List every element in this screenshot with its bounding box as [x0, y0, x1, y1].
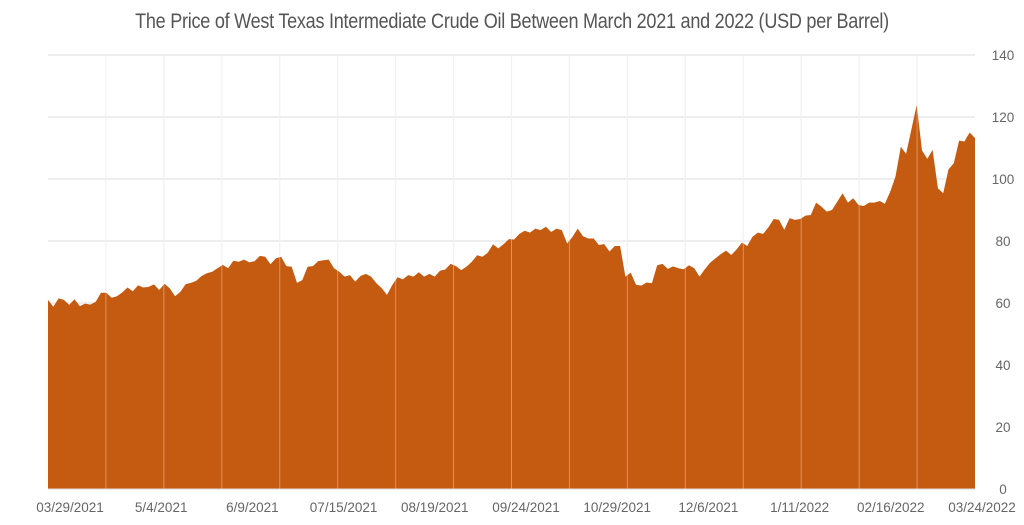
y-tick-label: 0: [999, 482, 1007, 497]
y-tick-label: 120: [992, 110, 1015, 125]
y-tick-label: 40: [995, 358, 1010, 373]
x-tick-label: 03/24/2022: [948, 500, 1016, 515]
y-tick-label: 60: [995, 296, 1010, 311]
x-tick-label: 03/29/2021: [36, 500, 104, 515]
x-tick-label: 02/16/2022: [857, 500, 925, 515]
x-tick-label: 08/19/2021: [401, 500, 469, 515]
chart-title: The Price of West Texas Intermediate Cru…: [135, 10, 889, 33]
x-tick-label: 10/29/2021: [583, 500, 651, 515]
x-tick-label: 6/9/2021: [226, 500, 279, 515]
y-tick-label: 20: [995, 420, 1010, 435]
x-tick-label: 09/24/2021: [492, 500, 560, 515]
y-tick-label: 100: [992, 172, 1015, 187]
x-tick-label: 1/11/2022: [770, 500, 829, 515]
price-area: [48, 104, 975, 490]
y-tick-label: 140: [992, 48, 1015, 63]
x-tick-label: 12/6/2021: [678, 500, 738, 515]
y-tick-label: 80: [995, 234, 1010, 249]
x-tick-label: 07/15/2021: [310, 500, 378, 515]
x-tick-label: 5/4/2021: [135, 500, 188, 515]
